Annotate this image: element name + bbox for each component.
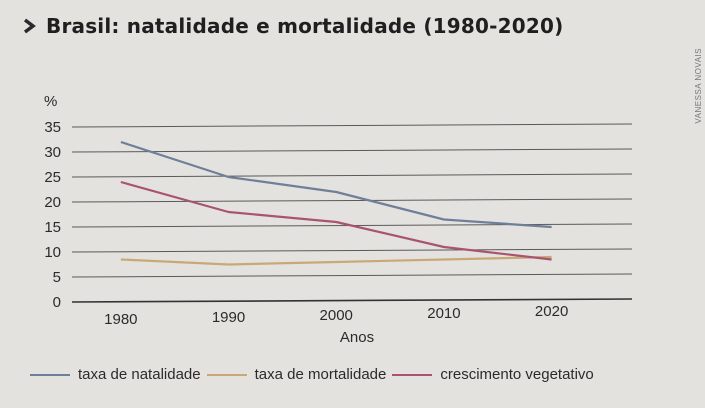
- y-tick-label: 25: [44, 169, 61, 186]
- legend-swatch: [206, 373, 247, 376]
- grid-line: [71, 123, 633, 128]
- grid-line: [71, 298, 633, 303]
- y-tick-label: 5: [53, 269, 61, 286]
- y-tick-label: 15: [44, 219, 61, 236]
- grid-line: [71, 273, 633, 278]
- y-tick-label: 30: [44, 144, 61, 161]
- legend-item-crescimento: crescimento vegetativo: [392, 366, 594, 383]
- grid-line: [71, 198, 633, 203]
- x-tick-labels: 1980 1990 2000 2010 2020: [104, 303, 568, 328]
- series-line: [120, 140, 552, 229]
- y-tick-label: 0: [53, 294, 61, 311]
- chart-grid: [71, 123, 633, 303]
- y-tick-labels: 0 5 10 15 20 25 30 35: [44, 119, 61, 311]
- grid-line: [71, 248, 633, 253]
- legend: taxa de natalidade taxa de mortalidade c…: [30, 366, 600, 383]
- x-tick-label: 1990: [212, 309, 245, 326]
- series-line: [120, 180, 552, 261]
- x-tick-label: 1980: [104, 311, 137, 328]
- header: Brasil: natalidade e mortalidade (1980-2…: [22, 14, 563, 38]
- legend-swatch: [392, 373, 433, 376]
- chevron-right-icon: [23, 18, 36, 34]
- legend-item-natalidade: taxa de natalidade: [30, 366, 201, 383]
- legend-label: taxa de mortalidade: [254, 366, 387, 383]
- y-tick-label: 35: [44, 119, 61, 136]
- chart-title: Brasil: natalidade e mortalidade (1980-2…: [46, 14, 564, 38]
- chart-series: [120, 140, 552, 266]
- x-tick-label: 2010: [427, 305, 460, 322]
- x-tick-label: 2020: [535, 303, 568, 320]
- legend-label: crescimento vegetativo: [440, 366, 594, 383]
- x-axis-label: Anos: [340, 329, 374, 346]
- legend-label: taxa de natalidade: [78, 366, 201, 383]
- x-tick-label: 2000: [320, 307, 353, 324]
- y-tick-label: 20: [44, 194, 61, 211]
- legend-swatch: [30, 373, 70, 376]
- legend-item-mortalidade: taxa de mortalidade: [206, 366, 387, 383]
- y-axis-label: %: [44, 93, 57, 110]
- grid-line: [71, 173, 633, 178]
- series-line: [120, 255, 552, 266]
- grid-line: [71, 148, 633, 153]
- y-tick-label: 10: [44, 244, 61, 261]
